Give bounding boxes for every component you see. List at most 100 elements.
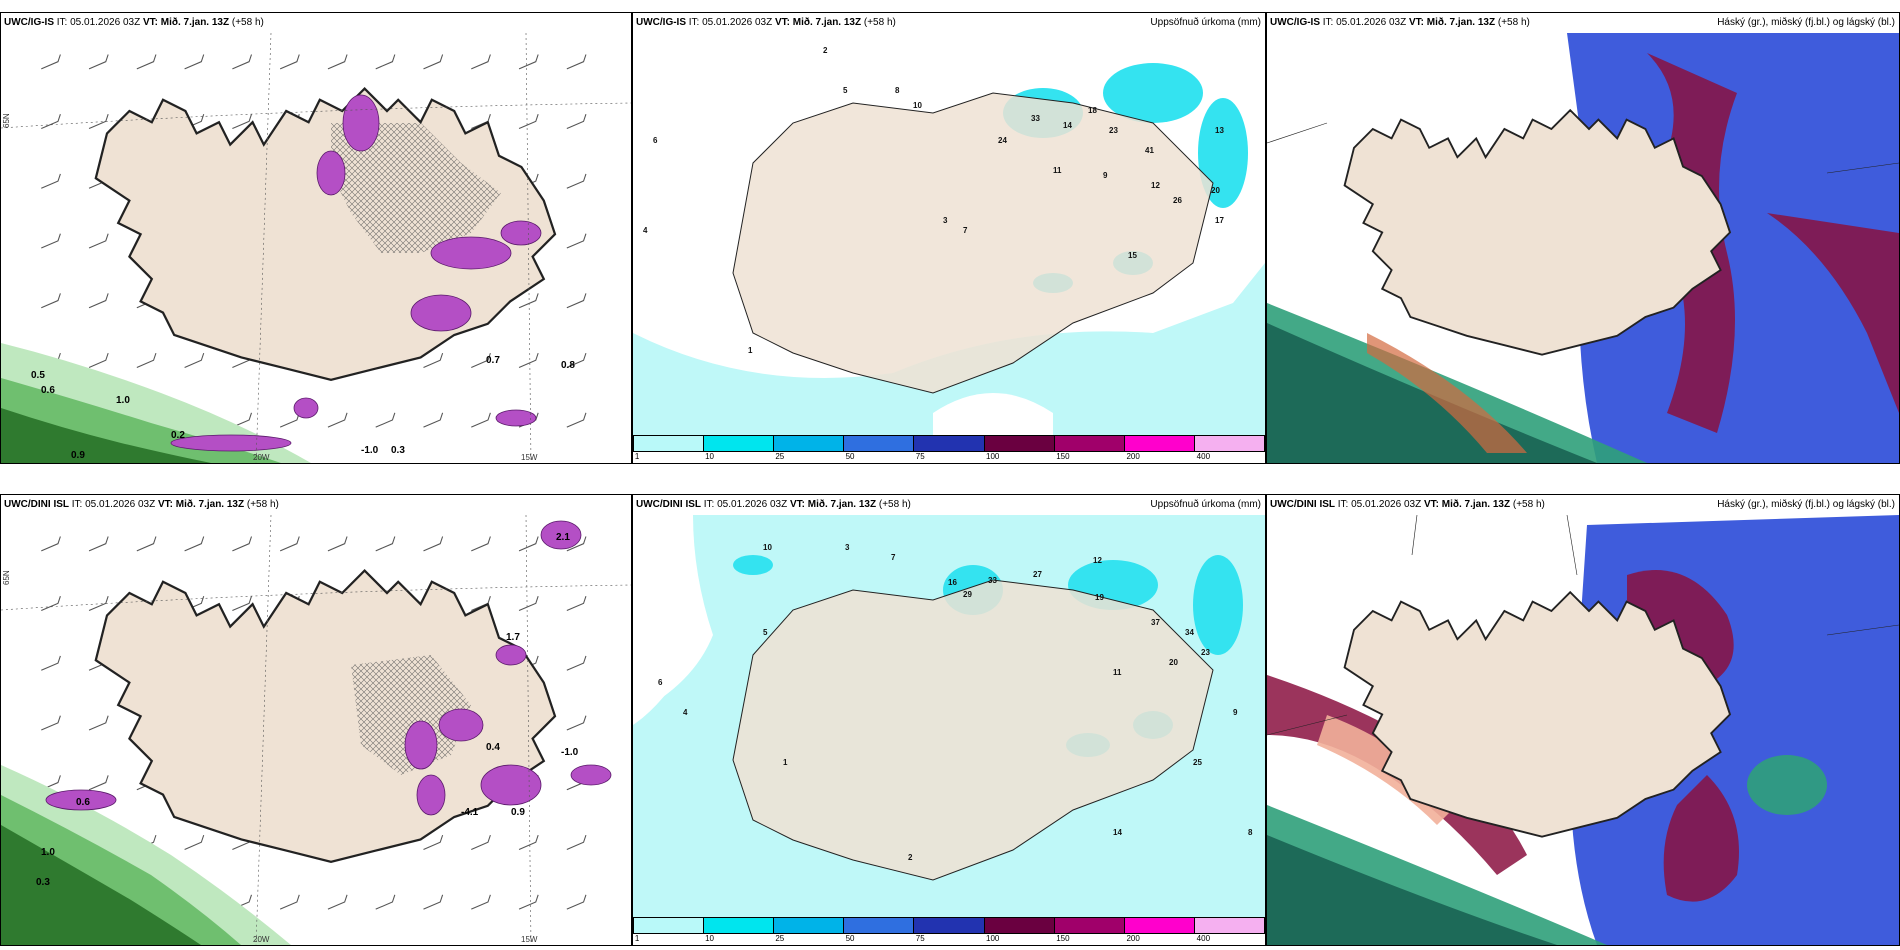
precip-value: 2 xyxy=(823,46,828,55)
wind-value: 0.3 xyxy=(391,445,405,456)
model-name: UWC/DINI ISL xyxy=(1270,499,1335,510)
colorbar-label: 150 xyxy=(1056,934,1070,943)
model-name: UWC/IG-IS xyxy=(4,17,54,28)
colorbar-label: 100 xyxy=(986,934,1000,943)
wind-map: 0.3 0.4 -1.0 0.9 1.0 -4.1 2.1 1.7 0.6 65… xyxy=(1,515,631,945)
wind-value: 0.9 xyxy=(511,807,525,818)
panel-header: UWC/DINI ISL IT: 05.01.2026 03Z VT: Mið.… xyxy=(633,495,1265,515)
precip-value: 41 xyxy=(1145,146,1154,155)
wind-value: 0.7 xyxy=(486,355,500,366)
wind-value: 0.6 xyxy=(41,385,55,396)
colorbar-label: 400 xyxy=(1196,934,1211,943)
precip-value: 13 xyxy=(1215,126,1224,135)
precip-value: 7 xyxy=(963,226,968,235)
panel-header: UWC/DINI ISL IT: 05.01.2026 03Z VT: Mið.… xyxy=(1,495,631,515)
precip-value: 34 xyxy=(1185,628,1194,637)
colorbar-swatch xyxy=(984,918,1055,933)
map-panel-ig-clouds: UWC/IG-IS IT: 05.01.2026 03Z VT: Mið. 7.… xyxy=(1266,12,1900,464)
lead-time: (+58 h) xyxy=(863,17,896,28)
init-time: 05.01.2026 03Z xyxy=(1336,17,1407,28)
precip-value: 2 xyxy=(908,853,913,862)
map-panel-dini-precip: UWC/DINI ISL IT: 05.01.2026 03Z VT: Mið.… xyxy=(632,494,1266,946)
precip-value: 3 xyxy=(845,543,850,552)
it-label: IT: xyxy=(1322,17,1334,28)
valid-time: VT: Mið. 7.jan. 13Z xyxy=(1408,17,1496,28)
field-title: Uppsöfnuð úrkoma (mm) xyxy=(1150,499,1261,510)
map-panel-ig-precip: UWC/IG-IS IT: 05.01.2026 03Z VT: Mið. 7.… xyxy=(632,12,1266,464)
precip-value: 20 xyxy=(1169,658,1178,667)
precip-value: 11 xyxy=(1053,166,1062,175)
precip-value: 8 xyxy=(895,86,900,95)
wind-value: 1.0 xyxy=(116,395,130,406)
it-label: IT: xyxy=(688,17,700,28)
lat-label: 65N xyxy=(2,113,11,128)
precip-value: 15 xyxy=(1128,251,1137,260)
colorbar-swatch xyxy=(774,436,845,451)
precip-value: 23 xyxy=(1109,126,1118,135)
panel-header: UWC/IG-IS IT: 05.01.2026 03Z VT: Mið. 7.… xyxy=(1,13,631,33)
lead-time: (+58 h) xyxy=(1512,499,1545,510)
lon-label: 15W xyxy=(521,935,538,944)
colorbar-label: 50 xyxy=(845,934,855,943)
it-label: IT: xyxy=(703,499,715,510)
it-label: IT: xyxy=(1337,499,1349,510)
precip-value: 20 xyxy=(1211,186,1220,195)
precip-value: 5 xyxy=(763,628,768,637)
wind-value: 0.9 xyxy=(71,450,85,461)
lon-label: 20W xyxy=(253,935,270,944)
precip-value: 8 xyxy=(1248,828,1253,837)
precip-value: 10 xyxy=(763,543,772,552)
precip-value: 33 xyxy=(1031,114,1040,123)
precip-map: 2 5 8 10 33 24 14 18 23 41 12 11 9 3 7 1… xyxy=(633,33,1265,437)
colorbar-swatch xyxy=(1124,918,1195,933)
colorbar-swatch xyxy=(1194,918,1264,933)
precip-value: 19 xyxy=(1095,593,1104,602)
colorbar-label: 400 xyxy=(1196,452,1211,461)
colorbar-swatch xyxy=(914,436,985,451)
precip-value: 1 xyxy=(748,346,753,355)
precip-colorbar: 1 10 25 50 75 100 150 200 400 xyxy=(633,917,1265,945)
field-title: Háský (gr.), miðský (fj.bl.) og lágský (… xyxy=(1717,499,1895,510)
colorbar-swatch xyxy=(1054,918,1125,933)
colorbar-label: 25 xyxy=(775,934,785,943)
panel-header: UWC/IG-IS IT: 05.01.2026 03Z VT: Mið. 7.… xyxy=(633,13,1265,33)
colorbar-label: 25 xyxy=(775,452,785,461)
wind-value: 0.2 xyxy=(171,430,185,441)
precip-value: 24 xyxy=(998,136,1007,145)
model-name: UWC/IG-IS xyxy=(636,17,686,28)
colorbar-swatch xyxy=(634,436,705,451)
init-time: 05.01.2026 03Z xyxy=(85,499,156,510)
wind-value: 1.0 xyxy=(41,847,55,858)
precip-value: 3 xyxy=(943,216,948,225)
precip-value: 10 xyxy=(913,101,922,110)
precip-value: 12 xyxy=(1093,556,1102,565)
wind-value: 0.4 xyxy=(486,742,500,753)
colorbar-label: 200 xyxy=(1126,452,1140,461)
valid-time: VT: Mið. 7.jan. 13Z xyxy=(1423,499,1511,510)
wind-value: -1.0 xyxy=(361,445,379,456)
init-time: 05.01.2026 03Z xyxy=(717,499,788,510)
colorbar-label: 75 xyxy=(915,452,925,461)
lon-label: 20W xyxy=(253,453,270,462)
wind-map: 0.6 0.5 0.9 1.0 0.7 0.8 -1.0 0.3 0.2 65N… xyxy=(1,33,631,463)
precip-value: 16 xyxy=(948,578,957,587)
map-panel-dini-wind: UWC/DINI ISL IT: 05.01.2026 03Z VT: Mið.… xyxy=(0,494,632,946)
init-time: 05.01.2026 03Z xyxy=(70,17,141,28)
colorbar-swatch xyxy=(844,436,915,451)
wind-value: 1.7 xyxy=(506,632,520,643)
field-title: Uppsöfnuð úrkoma (mm) xyxy=(1150,17,1261,28)
precip-value: 29 xyxy=(963,590,972,599)
precip-value: 14 xyxy=(1063,121,1072,130)
colorbar-swatch xyxy=(914,918,985,933)
lead-time: (+58 h) xyxy=(878,499,911,510)
precip-map: 3 10 7 16 29 33 27 12 19 37 34 23 20 11 … xyxy=(633,515,1265,919)
colorbar-label: 100 xyxy=(986,452,1000,461)
init-time: 05.01.2026 03Z xyxy=(1351,499,1422,510)
precip-value: 6 xyxy=(658,678,663,687)
lat-label: 65N xyxy=(2,570,11,585)
colorbar-swatch xyxy=(774,918,845,933)
wind-value: -4.1 xyxy=(461,807,479,818)
precip-value: 1 xyxy=(783,758,788,767)
it-label: IT: xyxy=(56,17,68,28)
precip-value: 6 xyxy=(653,136,658,145)
